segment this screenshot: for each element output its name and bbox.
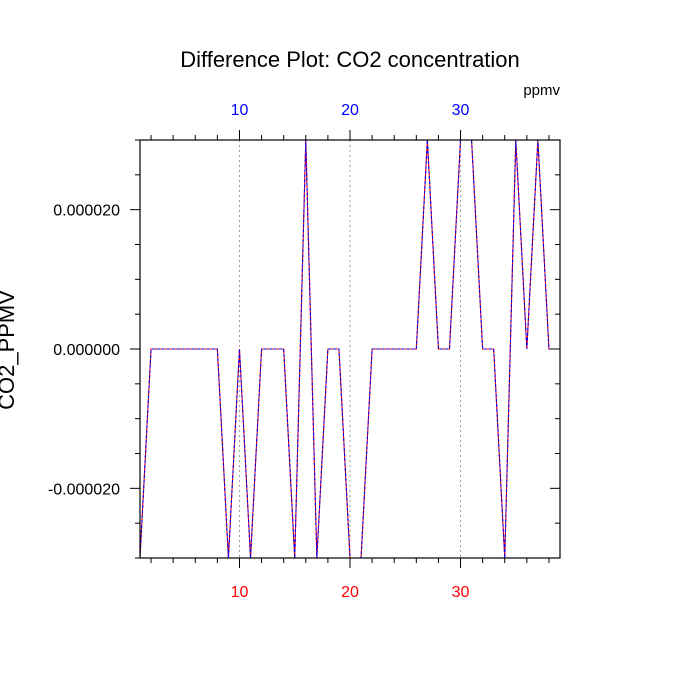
y-tick-label: 0.000020: [53, 203, 120, 220]
x-tick-label-top: 20: [341, 102, 359, 119]
x-tick-label-bottom: 20: [341, 584, 359, 601]
y-tick-label: -0.000020: [48, 481, 120, 498]
y-axis-label: CO2_PPMV: [0, 290, 19, 410]
axis-ticks: [130, 130, 560, 568]
x-tick-label-top: 10: [231, 102, 249, 119]
x-tick-label-bottom: 30: [452, 584, 470, 601]
series-line-series-2: [140, 140, 560, 558]
x-tick-label-bottom: 10: [231, 584, 249, 601]
y-tick-label: 0.000000: [53, 342, 120, 359]
units-label: ppmv: [523, 82, 560, 99]
x-tick-label-top: 30: [452, 102, 470, 119]
chart-title: Difference Plot: CO2 concentration: [180, 47, 520, 72]
tick-labels: -0.000020 0.000000 0.000020 10 20 30 10 20 30: [48, 102, 470, 601]
data-series: [140, 140, 560, 558]
